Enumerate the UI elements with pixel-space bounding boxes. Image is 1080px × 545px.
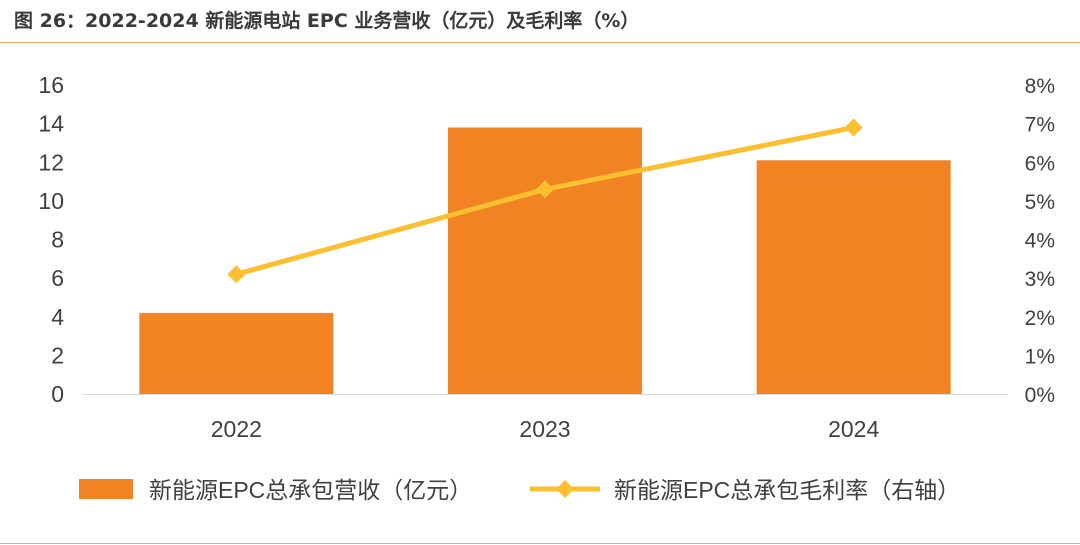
left-axis-tick-label: 16 [38, 72, 64, 98]
left-axis-tick-label: 6 [51, 265, 64, 291]
bar-series [139, 127, 951, 395]
x-axis-ticks: 2022 2023 2024 [211, 416, 880, 442]
right-axis-tick-label: 5% [1025, 191, 1055, 214]
figure-title: 图 26：2022-2024 新能源电站 EPC 业务营收（亿元）及毛利率（%） [14, 10, 640, 32]
revenue-bar [448, 127, 642, 395]
left-axis-tick-label: 4 [51, 304, 64, 330]
x-axis-tick-label: 2023 [519, 416, 570, 442]
left-axis-tick-label: 12 [38, 149, 64, 175]
left-axis-tick-label: 14 [38, 111, 64, 137]
right-axis-tick-label: 8% [1025, 75, 1055, 98]
right-axis-tick-label: 7% [1025, 114, 1055, 137]
margin-point-marker [844, 118, 863, 137]
legend-line-label: 新能源EPC总承包毛利率（右轴） [614, 477, 960, 503]
line-series [227, 118, 863, 284]
left-axis-tick-label: 0 [51, 381, 64, 407]
right-axis-tick-label: 3% [1025, 268, 1055, 291]
x-axis-tick-label: 2022 [211, 416, 262, 442]
right-axis-tick-label: 4% [1025, 230, 1055, 253]
revenue-bar [139, 312, 334, 394]
left-axis-ticks: 0 2 4 6 8 10 12 14 16 [38, 72, 64, 407]
legend-bar-label: 新能源EPC总承包营收（亿元） [149, 477, 472, 503]
revenue-bar [756, 160, 951, 394]
margin-point-marker [536, 180, 554, 199]
left-axis-tick-label: 2 [51, 342, 64, 368]
right-axis-tick-label: 0% [1025, 384, 1055, 407]
x-axis-tick-label: 2024 [828, 416, 879, 442]
right-axis-tick-label: 6% [1025, 152, 1055, 175]
title-divider [0, 42, 1080, 43]
right-axis-tick-label: 2% [1025, 307, 1055, 330]
left-axis-tick-label: 8 [51, 227, 64, 253]
right-axis-tick-label: 1% [1025, 345, 1055, 368]
right-axis-ticks: 0% 1% 2% 3% 4% 5% 6% 7% 8% [1025, 75, 1055, 407]
left-axis-tick-label: 10 [38, 188, 64, 214]
bottom-divider [0, 543, 1080, 544]
margin-point-marker [227, 265, 246, 284]
legend-diamond-marker [556, 480, 574, 498]
legend: 新能源EPC总承包营收（亿元） 新能源EPC总承包毛利率（右轴） [79, 477, 960, 503]
legend-bar-swatch [79, 479, 133, 499]
